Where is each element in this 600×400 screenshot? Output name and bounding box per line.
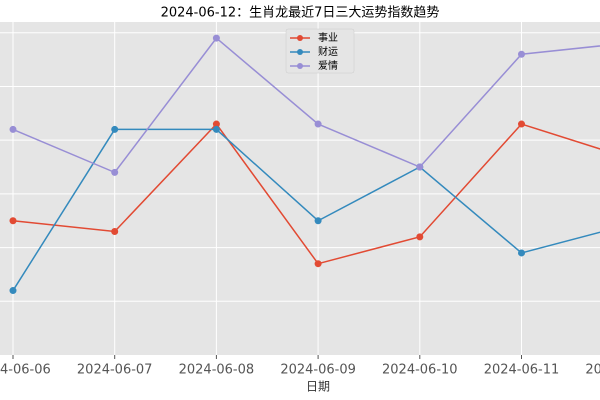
data-point [212,34,220,42]
data-point [314,260,322,268]
legend-label: 财运 [318,45,338,58]
data-point [111,227,119,235]
x-tick-label: 2024-06-07 [77,363,153,378]
data-point [314,120,322,128]
data-point [9,217,17,225]
chart-title: 2024-06-12：生肖龙最近7日三大运势指数趋势 [161,5,440,21]
data-point [212,120,220,128]
data-point [314,217,322,225]
data-point [9,125,17,133]
data-point [416,163,424,171]
x-tick-label: 2024-06-08 [179,363,255,378]
x-tick-label: 2024-06-06 [0,363,51,378]
legend-label: 爱情 [318,59,338,72]
legend-marker [297,63,303,69]
data-point [111,168,119,176]
legend-box [285,28,355,74]
data-point [416,233,424,241]
x-axis-label: 日期 [306,380,330,394]
legend-marker [297,49,303,55]
data-point [518,120,525,128]
legend-label: 事业 [318,31,338,44]
data-point [111,125,119,133]
legend-marker [297,35,303,41]
x-tick-label: 2024-06-09 [280,363,356,378]
data-point [518,50,525,58]
data-point [518,249,525,257]
data-point [9,287,17,295]
x-tick-label: 2024-06-12 [585,363,600,378]
data-point [212,125,220,133]
x-tick-label: 2024-06-10 [382,363,458,378]
x-tick-label: 2024-06-11 [484,363,560,378]
